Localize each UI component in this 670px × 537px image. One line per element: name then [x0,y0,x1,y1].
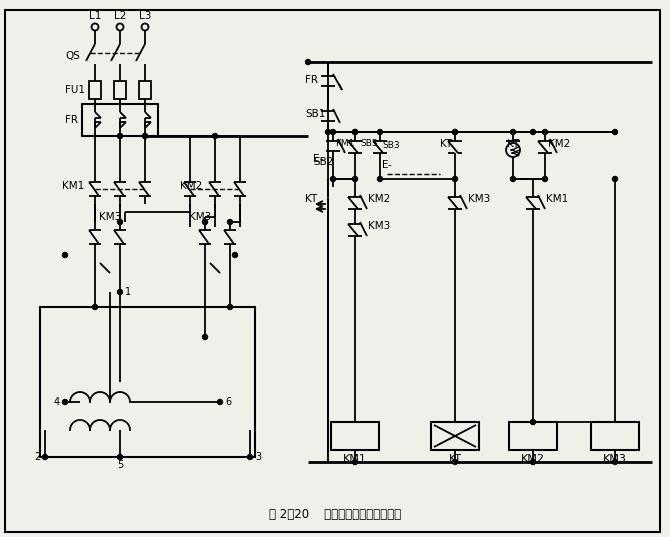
Circle shape [62,252,68,258]
Circle shape [543,177,547,182]
Circle shape [62,400,68,404]
Text: KM3: KM3 [603,454,627,464]
Text: L2: L2 [114,11,126,21]
Circle shape [212,134,218,139]
Circle shape [202,220,208,224]
Text: 5: 5 [117,460,123,470]
Circle shape [612,129,618,134]
Circle shape [232,252,237,258]
Circle shape [352,460,358,465]
Circle shape [531,419,535,425]
Circle shape [117,134,123,139]
Text: KM1: KM1 [335,140,354,149]
Text: KM2: KM2 [368,194,390,204]
Text: 2: 2 [34,452,40,462]
Text: FR: FR [65,115,78,125]
Circle shape [218,400,222,404]
Text: KT: KT [305,194,318,204]
Text: 6: 6 [225,397,231,407]
Text: KM2: KM2 [521,454,545,464]
Bar [139,81,151,99]
Text: -: - [388,160,392,170]
Circle shape [117,289,123,294]
Text: L3: L3 [139,11,151,21]
Text: FR: FR [305,75,318,85]
Bar [591,422,639,450]
Bar [89,81,101,99]
Text: -: - [320,154,324,164]
Text: KM1: KM1 [343,454,367,464]
Circle shape [306,60,310,64]
Circle shape [143,134,147,139]
Text: KT: KT [507,139,519,149]
Text: SB3: SB3 [360,140,378,149]
Text: KM3: KM3 [99,212,121,222]
Text: SB3: SB3 [382,142,399,150]
Circle shape [330,129,336,134]
Circle shape [377,129,383,134]
Text: KM3: KM3 [368,221,390,231]
Circle shape [326,129,330,134]
Text: 图 2－20    双速电动机调速控制线路: 图 2－20 双速电动机调速控制线路 [269,509,401,521]
Bar [114,81,126,99]
Circle shape [228,304,232,309]
Bar [40,307,255,457]
Circle shape [531,129,535,134]
Circle shape [352,177,358,182]
Text: 1: 1 [125,287,131,297]
Text: KM2: KM2 [180,181,202,191]
Circle shape [612,460,618,465]
Circle shape [452,129,458,134]
Text: 3: 3 [255,452,261,462]
Circle shape [511,177,515,182]
Circle shape [612,177,618,182]
Circle shape [117,454,123,460]
Circle shape [452,129,458,134]
Bar [509,422,557,450]
Text: SB1: SB1 [305,109,326,119]
Bar [431,422,479,450]
Text: KM3: KM3 [468,194,490,204]
Text: KT: KT [440,139,452,149]
Circle shape [330,177,336,182]
Circle shape [42,454,48,460]
Bar [331,422,379,450]
Text: FU1: FU1 [65,85,85,95]
Circle shape [511,129,515,134]
Circle shape [377,177,383,182]
Text: 4: 4 [54,397,60,407]
Text: KM2: KM2 [548,139,570,149]
Text: E: E [382,160,389,170]
Text: KT: KT [448,454,462,464]
Circle shape [352,129,358,134]
Text: E: E [313,154,320,164]
Circle shape [92,304,98,309]
Circle shape [228,220,232,224]
Text: SB2: SB2 [313,157,334,167]
Circle shape [452,177,458,182]
Circle shape [247,454,253,460]
Circle shape [352,129,358,134]
Bar [82,104,158,136]
Text: QS: QS [65,51,80,61]
Text: KM1: KM1 [546,194,568,204]
Circle shape [543,129,547,134]
Text: L1: L1 [89,11,101,21]
Text: KM1: KM1 [62,181,84,191]
Text: KM3: KM3 [189,212,211,222]
Circle shape [117,220,123,224]
Circle shape [531,460,535,465]
Circle shape [452,460,458,465]
Circle shape [143,134,147,139]
Circle shape [117,134,123,139]
Circle shape [202,335,208,339]
